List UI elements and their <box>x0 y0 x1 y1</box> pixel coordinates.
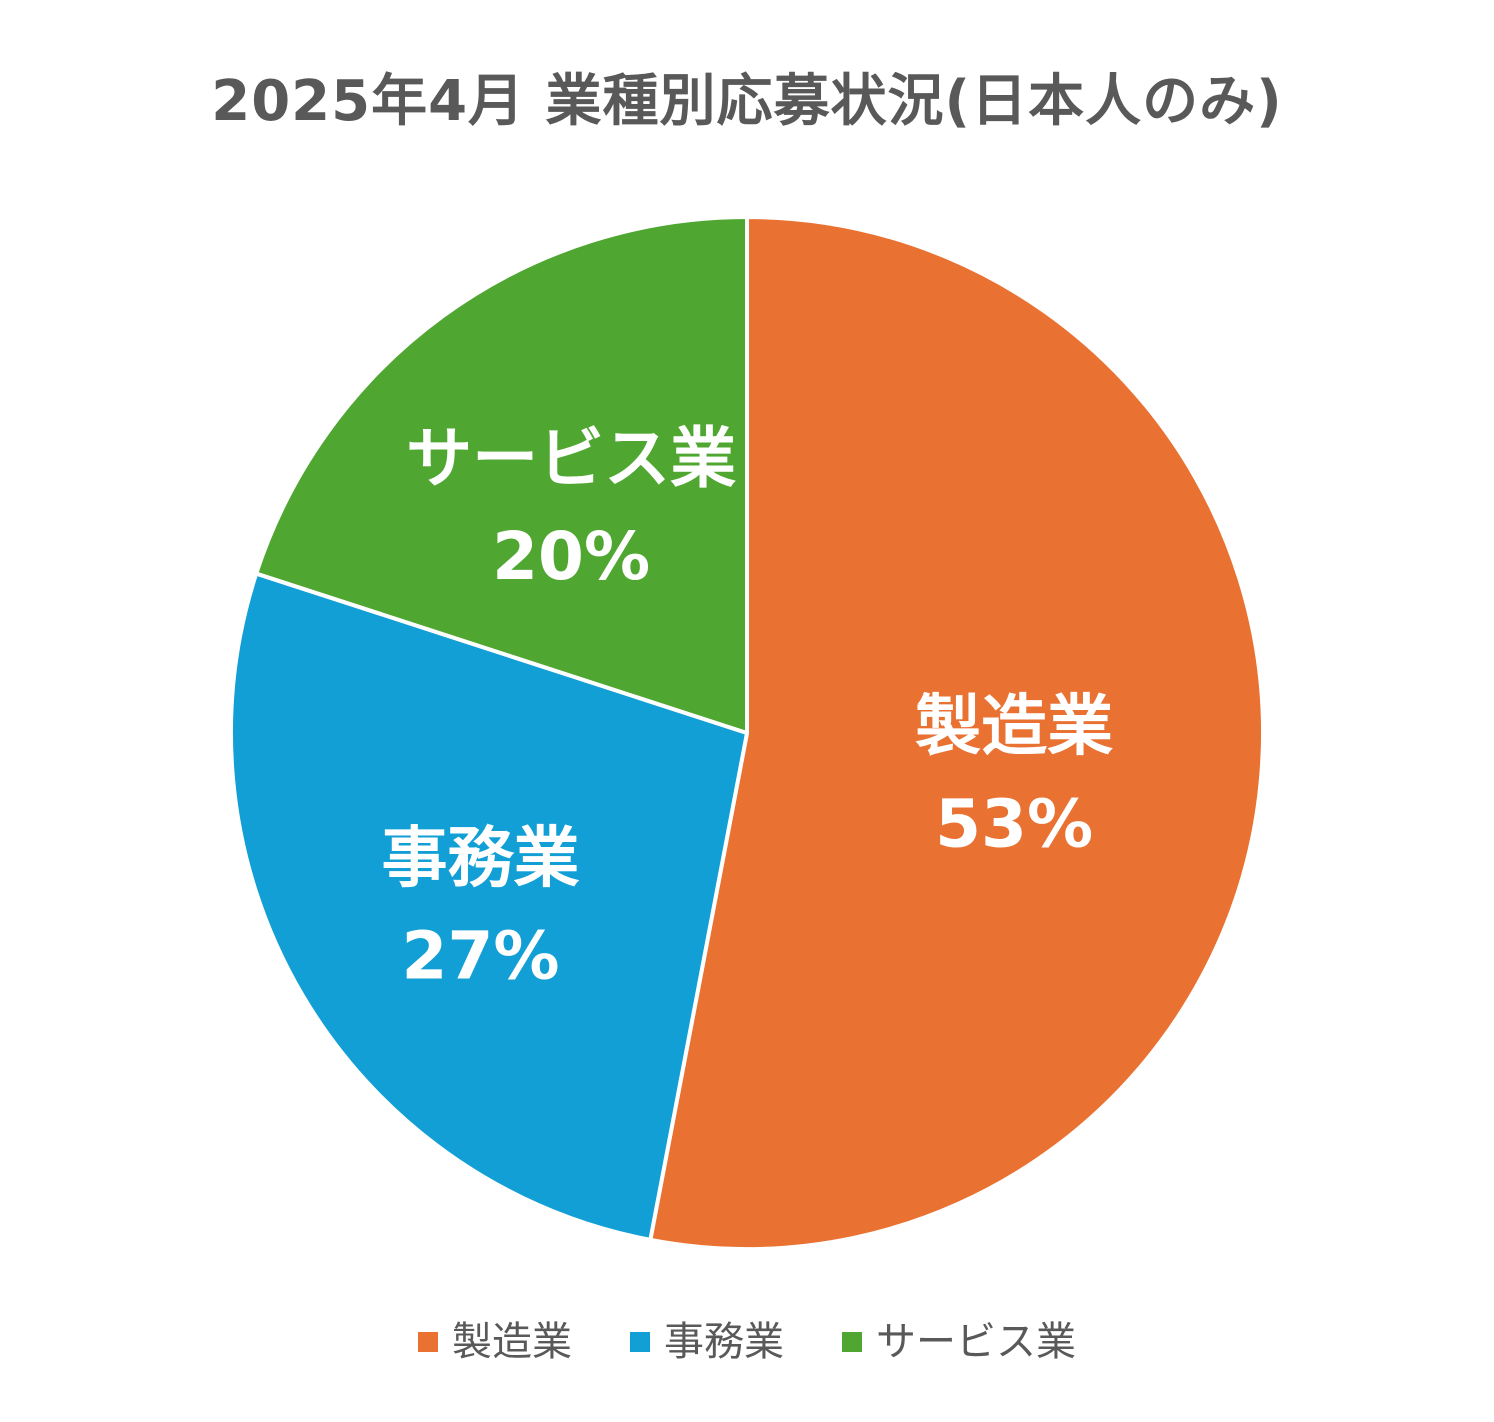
pie-slice-service[interactable] <box>254 215 749 735</box>
slice-category-label-service: サービス業 <box>406 420 736 497</box>
legend-item-manufacturing[interactable]: 製造業 <box>418 1312 572 1372</box>
pie-chart: 製造業 53% 事務業 27% サービス業 20% <box>229 215 1265 1251</box>
pie-labels: 製造業 53% 事務業 27% サービス業 20% <box>382 420 1114 995</box>
slice-category-label-clerical: 事務業 <box>382 820 580 897</box>
legend-label-service: サービス業 <box>876 1319 1076 1365</box>
pie-slice-clerical[interactable] <box>229 571 749 1242</box>
legend-item-service[interactable]: サービス業 <box>842 1312 1076 1372</box>
legend-label-clerical: 事務業 <box>664 1319 784 1365</box>
legend: 製造業 事務業 サービス業 <box>0 1312 1494 1372</box>
slice-percent-label-clerical: 27% <box>402 918 560 995</box>
legend-swatch-service <box>842 1332 862 1352</box>
legend-item-clerical[interactable]: 事務業 <box>630 1312 784 1372</box>
chart-title: 2025年4月 業種別応募状況(日本人のみ) <box>211 69 1283 134</box>
legend-swatch-clerical <box>630 1332 650 1352</box>
slice-percent-label-service: 20% <box>492 518 650 595</box>
slice-category-label-manufacturing: 製造業 <box>915 687 1113 764</box>
pie-slice-manufacturing[interactable] <box>648 215 1265 1251</box>
legend-swatch-manufacturing <box>418 1332 438 1352</box>
pie-slices <box>229 215 1265 1251</box>
legend-label-manufacturing: 製造業 <box>452 1319 572 1365</box>
slice-percent-label-manufacturing: 53% <box>935 785 1093 862</box>
